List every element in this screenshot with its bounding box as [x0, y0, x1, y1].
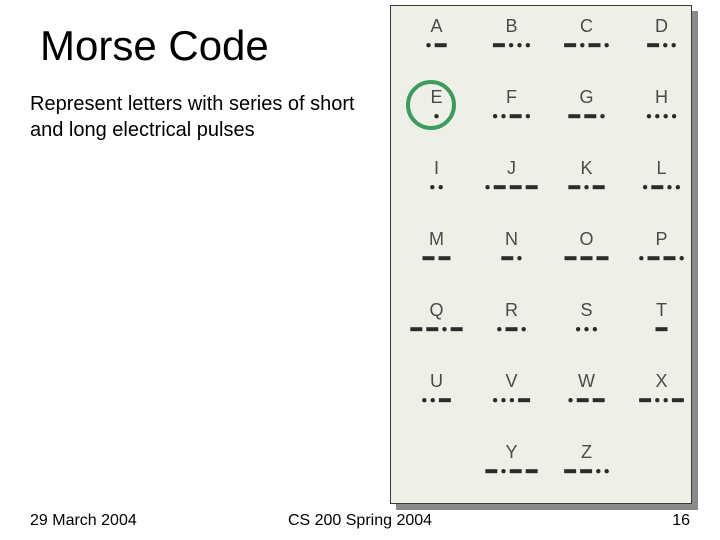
morse-code [474, 397, 549, 403]
slide-title: Morse Code [40, 22, 269, 70]
morse-letter: W [549, 371, 624, 392]
morse-letter: M [399, 229, 474, 250]
morse-code [549, 397, 624, 403]
morse-letter: H [624, 87, 699, 108]
morse-code [474, 468, 549, 474]
morse-code [474, 184, 549, 190]
morse-letter: C [549, 16, 624, 37]
morse-letter: K [549, 158, 624, 179]
morse-code [399, 397, 474, 403]
morse-code [474, 113, 549, 119]
morse-code [474, 42, 549, 48]
morse-code [549, 326, 624, 332]
morse-letter: D [624, 16, 699, 37]
morse-letter: I [399, 158, 474, 179]
morse-code [474, 326, 549, 332]
slide-description: Represent letters with series of short a… [30, 92, 370, 143]
morse-code [399, 326, 474, 332]
morse-code [624, 113, 699, 119]
morse-letter: B [474, 16, 549, 37]
morse-letter: L [624, 158, 699, 179]
footer-page: 16 [672, 512, 690, 530]
footer: 29 March 2004 CS 200 Spring 2004 16 [0, 512, 720, 530]
morse-code [549, 468, 624, 474]
morse-letter: F [474, 87, 549, 108]
morse-letter: O [549, 229, 624, 250]
morse-code [549, 42, 624, 48]
morse-code [399, 42, 474, 48]
morse-letter: N [474, 229, 549, 250]
morse-code [624, 326, 699, 332]
morse-code [549, 184, 624, 190]
morse-chart: ABCDEFGHIJKLMNOPQRSTUVWXYZ [390, 5, 692, 504]
morse-code [399, 184, 474, 190]
morse-code [399, 255, 474, 261]
morse-code [549, 255, 624, 261]
morse-letter: X [624, 371, 699, 392]
morse-letter: G [549, 87, 624, 108]
morse-letter: Q [399, 300, 474, 321]
morse-code [474, 255, 549, 261]
footer-date: 29 March 2004 [30, 512, 137, 530]
morse-code [624, 42, 699, 48]
morse-letter: V [474, 371, 549, 392]
highlight-circle [406, 80, 456, 130]
morse-code [624, 255, 699, 261]
morse-code [549, 113, 624, 119]
morse-letter: T [624, 300, 699, 321]
morse-letter: U [399, 371, 474, 392]
morse-letter: A [399, 16, 474, 37]
morse-letter: P [624, 229, 699, 250]
footer-course: CS 200 Spring 2004 [288, 512, 432, 530]
morse-letter: S [549, 300, 624, 321]
morse-code [624, 184, 699, 190]
slide: Morse Code Represent letters with series… [0, 0, 720, 540]
morse-letter: R [474, 300, 549, 321]
morse-chart-wrap: ABCDEFGHIJKLMNOPQRSTUVWXYZ [390, 5, 698, 510]
morse-letter: Z [549, 442, 624, 463]
morse-letter: Y [474, 442, 549, 463]
morse-code [624, 397, 699, 403]
morse-letter: J [474, 158, 549, 179]
